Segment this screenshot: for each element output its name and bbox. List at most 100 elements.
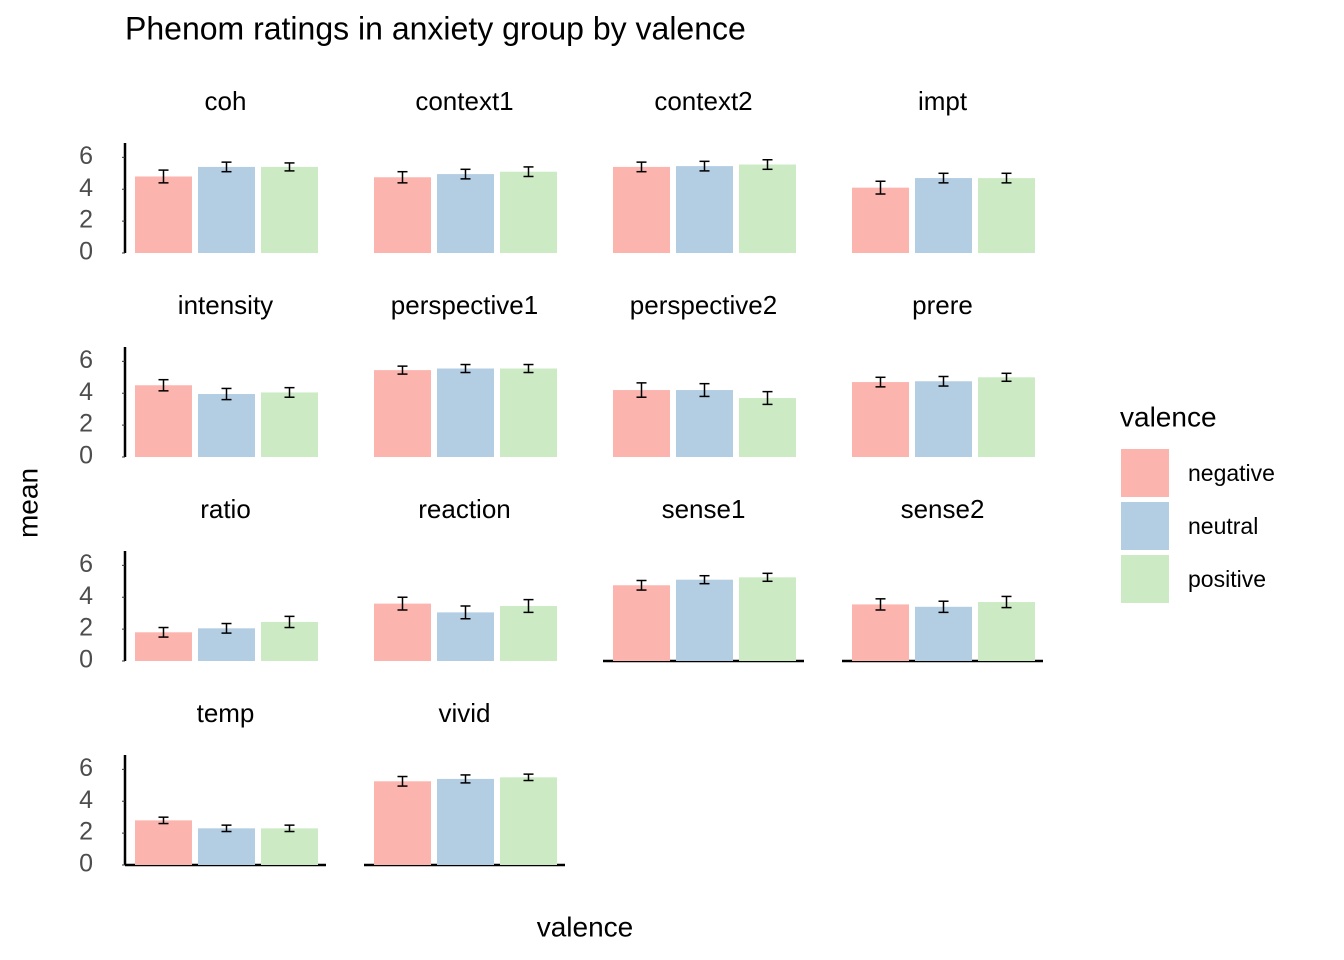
bar bbox=[261, 621, 318, 661]
bar bbox=[261, 166, 318, 253]
facet-title: vivid bbox=[438, 698, 490, 728]
facet-title: context1 bbox=[415, 86, 513, 116]
error-bar bbox=[221, 824, 232, 833]
error-bar bbox=[699, 382, 710, 398]
legend-key bbox=[1121, 449, 1169, 497]
facet-title: impt bbox=[918, 86, 968, 116]
error-bar bbox=[158, 169, 169, 184]
bar bbox=[978, 377, 1035, 457]
bar bbox=[739, 164, 796, 253]
error-bar bbox=[1001, 172, 1012, 184]
error-bar bbox=[397, 775, 408, 787]
bar bbox=[437, 778, 494, 865]
bar bbox=[374, 370, 431, 457]
error-bar bbox=[284, 615, 295, 629]
bar bbox=[198, 166, 255, 253]
error-bar bbox=[523, 598, 534, 614]
error-bar bbox=[158, 378, 169, 392]
error-bar bbox=[523, 363, 534, 374]
bar bbox=[500, 171, 557, 253]
error-bar bbox=[221, 161, 232, 173]
error-bar bbox=[938, 600, 949, 614]
bar bbox=[437, 612, 494, 661]
bar bbox=[739, 398, 796, 457]
legend-title: valence bbox=[1120, 401, 1217, 432]
facet-title: ratio bbox=[200, 494, 251, 524]
error-bar bbox=[460, 363, 471, 374]
error-bar bbox=[938, 375, 949, 387]
error-bar bbox=[1001, 372, 1012, 383]
y-tick-label: 6 bbox=[79, 754, 93, 782]
facet-title: perspective1 bbox=[391, 290, 538, 320]
bar bbox=[500, 368, 557, 457]
error-bar bbox=[284, 386, 295, 398]
legend-key bbox=[1121, 502, 1169, 550]
bar bbox=[915, 381, 972, 457]
error-bar bbox=[523, 166, 534, 178]
y-tick-label: 4 bbox=[79, 378, 93, 406]
y-tick-label: 2 bbox=[79, 614, 93, 642]
bar bbox=[739, 577, 796, 661]
y-tick-label: 0 bbox=[79, 850, 93, 878]
y-tick-label: 0 bbox=[79, 442, 93, 470]
error-bar bbox=[636, 382, 647, 398]
bar bbox=[978, 178, 1035, 253]
y-tick-label: 2 bbox=[79, 818, 93, 846]
bar bbox=[261, 392, 318, 457]
facet-title: prere bbox=[912, 290, 973, 320]
bar bbox=[852, 604, 909, 661]
bar bbox=[613, 585, 670, 661]
y-tick-label: 6 bbox=[79, 346, 93, 374]
y-tick-label: 4 bbox=[79, 582, 93, 610]
facet-title: sense2 bbox=[901, 494, 985, 524]
bar bbox=[613, 390, 670, 457]
error-bar bbox=[636, 579, 647, 591]
bar bbox=[135, 176, 192, 253]
legend-key bbox=[1121, 555, 1169, 603]
bar bbox=[500, 777, 557, 865]
error-bar bbox=[875, 180, 886, 195]
error-bar bbox=[397, 365, 408, 375]
bar bbox=[198, 394, 255, 457]
x-axis-label: valence bbox=[537, 911, 634, 942]
error-bar bbox=[460, 774, 471, 784]
y-tick-label: 6 bbox=[79, 550, 93, 578]
y-tick-label: 2 bbox=[79, 206, 93, 234]
bar bbox=[261, 828, 318, 865]
bar bbox=[852, 187, 909, 253]
error-bar bbox=[636, 161, 647, 173]
facet-title: sense1 bbox=[662, 494, 746, 524]
error-bar bbox=[523, 773, 534, 782]
error-bar bbox=[762, 390, 773, 406]
error-bar bbox=[221, 622, 232, 634]
error-bar bbox=[158, 816, 169, 825]
facet-title: context2 bbox=[654, 86, 752, 116]
error-bar bbox=[762, 158, 773, 171]
y-tick-label: 6 bbox=[79, 142, 93, 170]
error-bar bbox=[284, 824, 295, 833]
y-tick-label: 0 bbox=[79, 646, 93, 674]
legend-label: neutral bbox=[1188, 513, 1258, 539]
legend-label: positive bbox=[1188, 566, 1266, 592]
chart-title: Phenom ratings in anxiety group by valen… bbox=[125, 10, 746, 46]
error-bar bbox=[284, 162, 295, 172]
error-bar bbox=[938, 172, 949, 184]
legend-label: negative bbox=[1188, 460, 1275, 486]
y-tick-label: 0 bbox=[79, 238, 93, 266]
bar bbox=[374, 603, 431, 661]
facet-title: reaction bbox=[418, 494, 511, 524]
bar bbox=[915, 606, 972, 661]
bar bbox=[978, 602, 1035, 661]
y-tick-label: 2 bbox=[79, 410, 93, 438]
bar bbox=[676, 166, 733, 253]
error-bar bbox=[762, 572, 773, 583]
bar bbox=[437, 174, 494, 253]
error-bar bbox=[397, 596, 408, 611]
bar bbox=[198, 828, 255, 865]
facet-title: temp bbox=[197, 698, 255, 728]
bar bbox=[676, 390, 733, 457]
bar bbox=[135, 820, 192, 865]
error-bar bbox=[460, 168, 471, 180]
facet-title: perspective2 bbox=[630, 290, 777, 320]
error-bar bbox=[397, 170, 408, 184]
